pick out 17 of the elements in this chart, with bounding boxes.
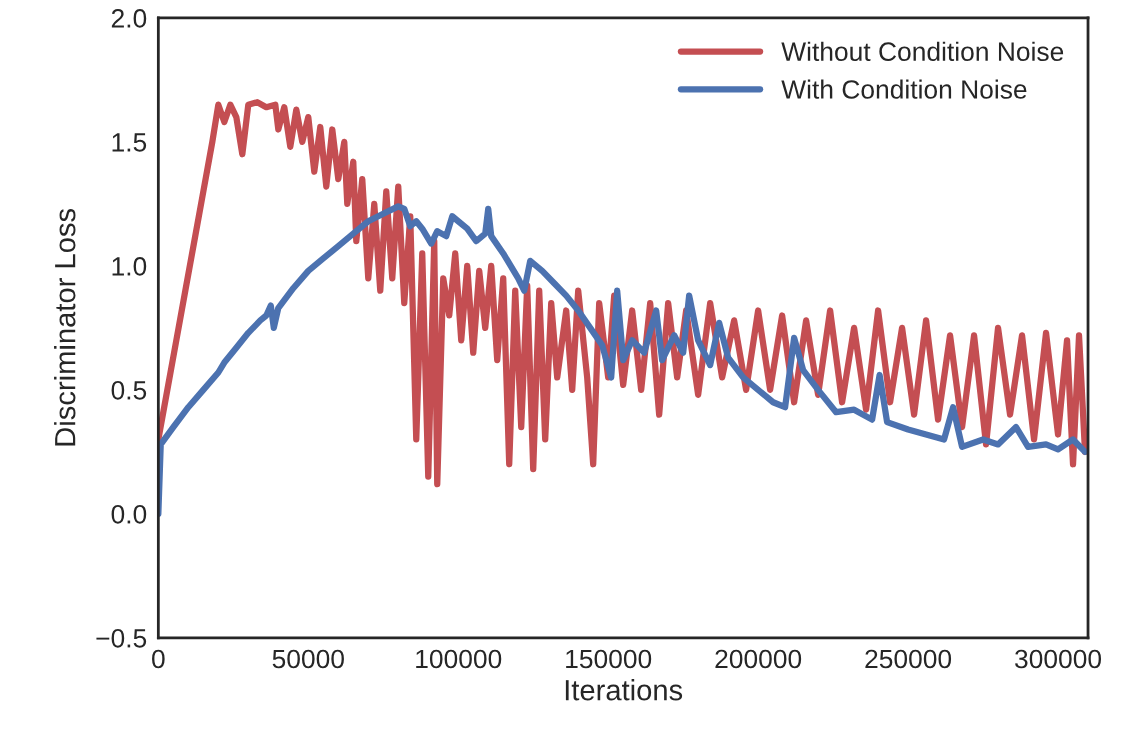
y-tick-label: 1.0 xyxy=(112,257,147,276)
y-tick-label: 2.0 xyxy=(111,9,147,28)
x-tick-label: 300000 xyxy=(1015,649,1102,669)
y-tick-label: −0.5 xyxy=(96,628,147,648)
legend-label: Without Condition Noise xyxy=(781,41,1064,62)
x-tick-label: 50000 xyxy=(272,649,344,669)
x-tick-label: 150000 xyxy=(566,649,652,669)
x-tick-label: 200000 xyxy=(715,649,802,669)
legend-label: With Condition Noise xyxy=(781,79,1027,99)
y-tick-label: 0.0 xyxy=(111,504,147,524)
x-tick-label: 0 xyxy=(152,649,165,669)
x-tick-label: 100000 xyxy=(416,649,502,669)
x-tick-label: 250000 xyxy=(865,649,952,669)
y-tick-label: 1.5 xyxy=(112,133,147,152)
y-tick-label: 0.5 xyxy=(111,380,147,400)
y-axis-title: Discriminator Loss xyxy=(54,208,76,446)
x-axis-title: Iterations xyxy=(565,679,683,701)
